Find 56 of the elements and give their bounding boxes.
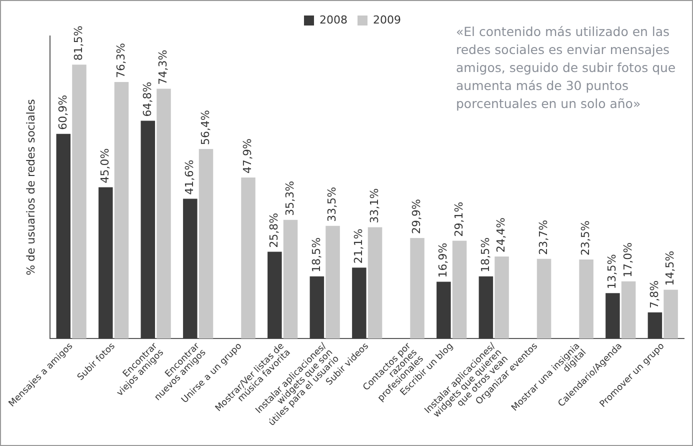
bar [664, 290, 678, 339]
bar [368, 227, 382, 339]
bar [56, 134, 71, 339]
y-axis-title: % de usuarios de redes sociales [24, 98, 38, 276]
bar [410, 238, 424, 339]
bar [183, 198, 198, 339]
bar [648, 312, 662, 339]
legend-label: 2008 [320, 13, 348, 26]
bar [606, 293, 620, 339]
data-label: 18,5% [478, 237, 492, 272]
data-label: 7,8% [648, 280, 661, 308]
data-label: 35,3% [283, 180, 296, 216]
data-label: 64,8% [140, 82, 154, 117]
data-label: 21,1% [352, 228, 366, 264]
bar [72, 64, 86, 339]
data-label: 25,8% [268, 212, 281, 248]
data-label: 23,7% [536, 220, 550, 255]
data-label: 23,5% [579, 220, 592, 256]
data-label: 56,4% [198, 110, 212, 145]
bar [198, 148, 214, 339]
bar [268, 252, 282, 339]
data-label: 17,0% [621, 242, 634, 278]
bar [621, 281, 636, 339]
data-label: 14,5% [664, 250, 677, 286]
data-label: 29,1% [452, 202, 466, 237]
data-label: 81,5% [72, 26, 86, 61]
data-label: 16,9% [436, 242, 450, 278]
data-label: 74,3% [156, 50, 170, 85]
bar [494, 256, 509, 339]
annotation: «El contenido más utilizado en las redes sociales es enviar mensajes amigos, seguido de subir fotos que aumenta más de 30 puntos porcentuales en un solo año» [456, 23, 677, 113]
data-label: 60,9% [56, 94, 70, 130]
data-label: 76,3% [114, 43, 128, 78]
data-label: 13,5% [606, 254, 619, 290]
bar [98, 187, 113, 339]
data-label: 41,6% [183, 160, 196, 195]
bar [310, 276, 324, 339]
bar [283, 220, 298, 339]
data-label: 24,4% [494, 218, 508, 253]
data-label: 33,5% [326, 186, 339, 222]
bar [452, 240, 467, 339]
bar [241, 178, 256, 339]
bar [579, 260, 594, 339]
bar [436, 282, 451, 339]
bar [352, 268, 366, 339]
legend-label: 2009 [373, 13, 401, 26]
bar [536, 258, 552, 339]
data-label: 29,9% [410, 199, 424, 234]
data-label: 45,0% [98, 148, 112, 184]
bar [478, 276, 494, 339]
data-label: 18,5% [310, 237, 323, 272]
bar [326, 226, 340, 339]
bar [114, 82, 129, 339]
data-label: 33,1% [368, 188, 381, 224]
data-label: 47,9% [241, 138, 254, 174]
bar [156, 88, 171, 339]
bar [140, 120, 156, 339]
